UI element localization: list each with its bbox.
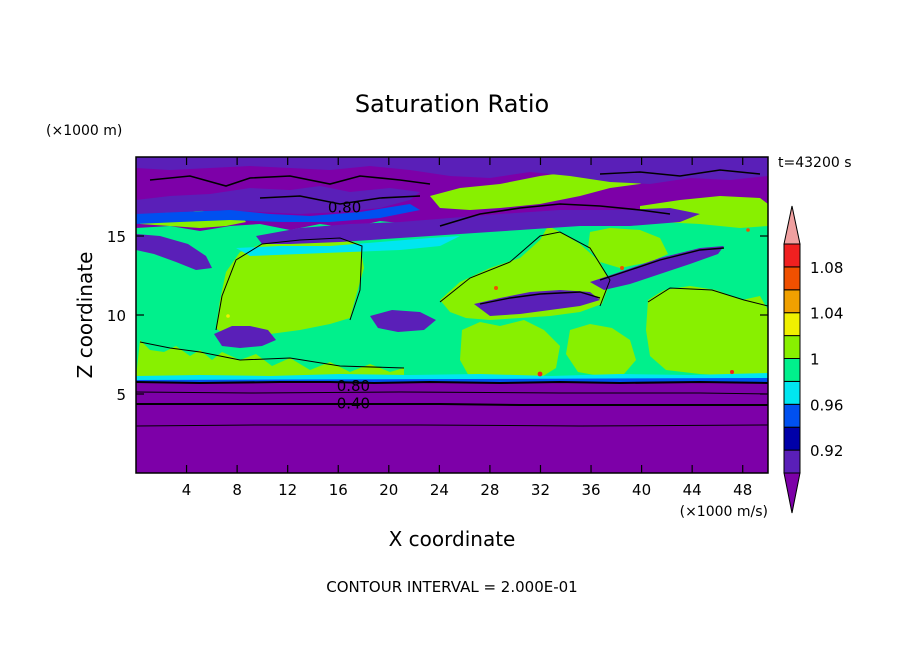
contour-line-lower-thin <box>136 391 768 395</box>
contour-line-cloud-edge <box>439 231 611 307</box>
contour-line-mid <box>479 291 601 305</box>
colorbar-band <box>783 449 801 474</box>
x-tick-label: 48 <box>733 481 752 499</box>
colorbar-bottom-arrow <box>783 472 801 514</box>
colorbar-band <box>783 426 801 451</box>
colorbar-band <box>783 243 801 268</box>
chart-title: Saturation Ratio <box>355 90 549 118</box>
lower-dry-layer <box>136 382 768 473</box>
dry-streak-right <box>590 246 724 290</box>
x-tick-label: 32 <box>531 481 550 499</box>
cloud-mass-left <box>216 238 364 338</box>
colorbar-band <box>783 358 801 382</box>
dry-pocket-left <box>214 326 276 348</box>
x-axis-label: X coordinate <box>389 527 516 551</box>
dry-band-mid <box>256 208 700 244</box>
contour-label: 0.40 <box>337 394 370 412</box>
contour-labels: 0.800.800.40 <box>328 199 370 413</box>
colorbar-band <box>783 266 801 291</box>
y-tick-label: 15 <box>107 228 126 246</box>
x-tick-label: 36 <box>581 481 600 499</box>
time-label: t=43200 s <box>778 155 852 171</box>
x-unit-label: (×1000 m/s) <box>680 504 768 520</box>
contour-label: 0.80 <box>337 377 370 395</box>
colorbar-level-label: 0.96 <box>810 396 843 414</box>
x-tick-label: 44 <box>683 481 702 499</box>
dry-band-mid-edge <box>236 236 460 256</box>
colorbar-level-label: 0.92 <box>810 442 843 460</box>
cloud-mass-right-upper <box>588 228 668 268</box>
x-axis: 4 8 12 16 20 24 28 32 36 40 44 48 <box>182 157 752 499</box>
contour-line-cloud-edge <box>647 287 768 307</box>
colorbar-level-label: 1.08 <box>810 259 843 277</box>
colorbar-band <box>783 335 801 360</box>
contour-line-cloud-edge <box>139 341 405 369</box>
cloud-mass-left-spikes <box>136 340 404 380</box>
dry-streak-center <box>474 290 600 316</box>
contour-line-upper <box>259 195 421 205</box>
cloud-mass-right-center <box>566 324 636 376</box>
cloud-mass-right <box>646 286 768 376</box>
x-tick-label: 12 <box>278 481 297 499</box>
x-tick-label: 24 <box>430 481 449 499</box>
contour-line-080-lower <box>136 380 768 385</box>
dry-band-upper-left-edge <box>136 204 420 224</box>
contour-line-upper <box>149 175 431 187</box>
contour-line-upper <box>439 203 671 227</box>
dry-band-upper-left <box>136 186 420 216</box>
contour-interval-label: CONTOUR INTERVAL = 2.000E-01 <box>326 578 577 596</box>
x-tick-label: 8 <box>232 481 242 499</box>
contour-line-mid <box>599 247 725 281</box>
colorbar-level-label: 1 <box>810 351 820 369</box>
colorbar-band <box>783 403 801 428</box>
contour-line-cloud-edge <box>215 237 363 331</box>
y-tick-label: 10 <box>107 307 126 325</box>
supersat-spot <box>620 266 624 270</box>
colorbar-band <box>783 289 801 314</box>
contour-line-upper <box>599 169 761 177</box>
x-tick-label: 40 <box>632 481 651 499</box>
x-tick-label: 20 <box>379 481 398 499</box>
y-axis-label: Z coordinate <box>73 252 97 379</box>
contour-label: 0.80 <box>328 199 361 217</box>
dry-band-left-low <box>136 234 212 270</box>
upper-dry-strip <box>136 157 768 184</box>
supersat-spot <box>226 314 230 318</box>
y-tick-label: 5 <box>116 386 126 404</box>
supersat-spot <box>746 228 750 232</box>
colorbar-top-arrow <box>783 205 801 245</box>
cloud-mass-center-low <box>460 320 560 380</box>
contour-line-lower-thin <box>136 424 768 427</box>
contour-line-040-lower <box>136 403 768 406</box>
y-axis: 5 10 15 <box>107 228 768 404</box>
supersat-spot <box>537 371 543 377</box>
plot-field: 0.800.800.40 <box>136 157 768 473</box>
x-tick-label: 16 <box>329 481 348 499</box>
dry-pocket-center <box>370 310 436 332</box>
y-unit-label: (×1000 m) <box>46 123 122 139</box>
colorbar: 0.92 0.96 1 1.04 1.08 <box>783 205 843 514</box>
colorbar-band <box>783 312 801 337</box>
supersat-spot <box>494 286 498 290</box>
x-tick-label: 4 <box>182 481 192 499</box>
x-tick-label: 28 <box>480 481 499 499</box>
contour-lines <box>136 169 768 427</box>
colorbar-level-label: 1.04 <box>810 305 843 323</box>
colorbar-band <box>783 380 801 405</box>
supersat-spot <box>730 370 734 374</box>
